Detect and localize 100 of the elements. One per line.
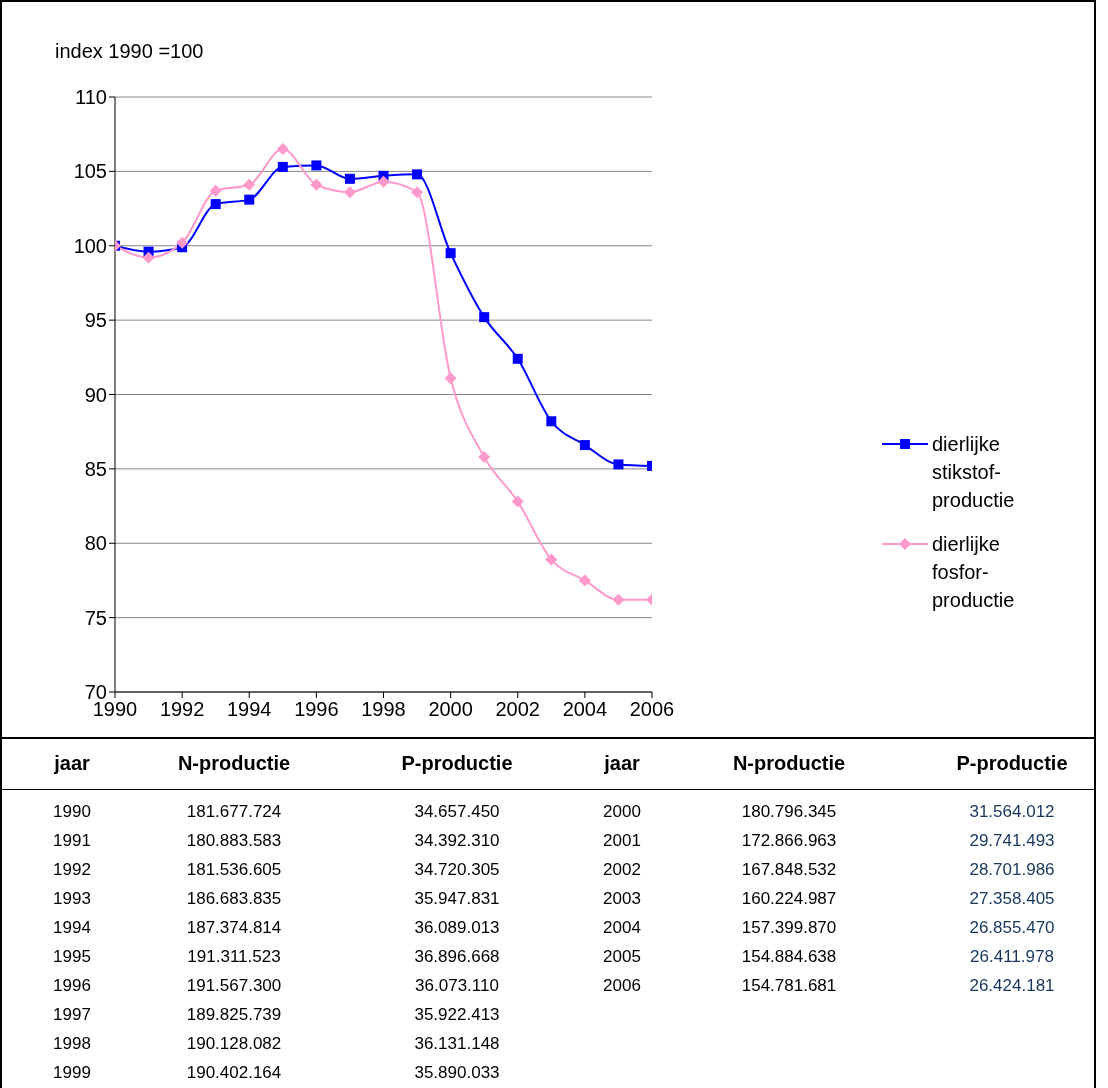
point	[545, 553, 558, 566]
y-axis-title: index 1990 =100	[55, 40, 204, 63]
text: 28.701.986	[969, 860, 1055, 880]
text: N-productie	[177, 752, 291, 775]
text: 191.311.523	[187, 947, 281, 967]
text: 181.536.605	[186, 860, 282, 880]
y-tick-label: 95	[84, 309, 107, 332]
text: 167.848.532	[741, 860, 837, 880]
text: P-productie	[401, 752, 513, 775]
text: 2005	[603, 947, 641, 967]
text: 154.884.638	[741, 947, 837, 967]
point	[311, 160, 322, 171]
text: 1996	[53, 976, 91, 996]
point	[546, 416, 557, 427]
point	[612, 593, 625, 606]
point	[344, 173, 355, 184]
text: 36.896.668	[414, 947, 500, 967]
point	[578, 574, 591, 587]
text: 34.392.310	[414, 831, 500, 851]
text: 36.089.013	[414, 918, 500, 938]
text: 2004	[603, 918, 641, 938]
x-tick-label: 2006	[629, 698, 675, 721]
text: 186.683.835	[186, 889, 282, 909]
text: 27.358.405	[969, 889, 1055, 909]
text: 34.720.305	[414, 860, 500, 880]
text: 2000	[603, 802, 641, 822]
text: 189.825.739	[186, 1005, 282, 1025]
text: 26.411.978	[970, 947, 1054, 967]
x-tick-label: 1994	[227, 698, 272, 721]
text: 1993	[53, 889, 91, 909]
text: 181.677.724	[186, 802, 282, 822]
x-tick-label: 1992	[159, 698, 205, 721]
text: 1997	[53, 1005, 91, 1025]
x-tick-label: 1998	[361, 698, 406, 721]
point	[478, 450, 491, 463]
text: 1999	[53, 1063, 91, 1083]
y-tick-label: 90	[84, 383, 107, 406]
text: 1998	[53, 1034, 91, 1054]
text: P-productie	[956, 752, 1068, 775]
text: 34.657.450	[414, 802, 500, 822]
y-tick-label: 105	[73, 160, 107, 183]
text: 187.374.814	[186, 918, 282, 938]
x-tick-label: 2002	[495, 698, 540, 721]
text: 191.567.300	[186, 976, 282, 996]
text: N-productie	[732, 752, 846, 775]
text: jaar	[604, 752, 640, 775]
point	[142, 251, 155, 264]
x-tick-label: 2000	[428, 698, 473, 721]
point	[244, 194, 255, 205]
text: 1990	[53, 802, 91, 822]
y-tick-label: 100	[73, 234, 107, 257]
text: 2002	[603, 860, 641, 880]
x-tick-label: 2004	[562, 698, 608, 721]
text: 172.866.963	[741, 831, 837, 851]
text: 1991	[53, 831, 91, 851]
text: 26.855.470	[969, 918, 1055, 938]
point	[277, 161, 288, 172]
text: 31.564.012	[969, 802, 1055, 822]
point	[444, 372, 457, 385]
point	[411, 186, 424, 199]
point	[412, 169, 423, 180]
text: 2001	[603, 831, 641, 851]
text: 36.131.148	[414, 1034, 500, 1054]
text: 1995	[53, 947, 91, 967]
text: jaar	[54, 752, 90, 775]
x-tick-label: 1990	[92, 698, 138, 721]
text: 35.890.033	[414, 1063, 500, 1083]
point	[579, 440, 590, 451]
point	[512, 353, 523, 364]
point	[176, 236, 189, 249]
point	[377, 175, 390, 188]
text: 157.399.870	[741, 918, 837, 938]
point	[511, 495, 524, 508]
point	[445, 248, 456, 259]
text: 1992	[53, 860, 91, 880]
point	[276, 143, 289, 156]
point	[613, 459, 624, 470]
text: 35.947.831	[414, 889, 500, 909]
y-tick-label: 80	[84, 532, 107, 555]
point	[310, 178, 323, 191]
text: 2006	[603, 976, 641, 996]
text: 29.741.493	[969, 831, 1055, 851]
y-tick-label: 110	[75, 86, 107, 109]
text: 160.224.987	[741, 889, 837, 909]
text: 154.781.681	[741, 976, 837, 996]
x-tick-label: 1996	[294, 698, 339, 721]
text: 35.922.413	[414, 1005, 500, 1025]
text: 180.883.583	[186, 831, 282, 851]
point	[210, 199, 221, 210]
text: 190.402.164	[186, 1063, 282, 1083]
text: 1994	[53, 918, 91, 938]
y-tick-label: 75	[84, 606, 107, 629]
point	[209, 184, 222, 197]
text: 190.128.082	[186, 1034, 282, 1054]
legend-label: dierlijke fosfor-productie	[932, 532, 1016, 613]
text: 180.796.345	[741, 802, 837, 822]
text: 2003	[603, 889, 641, 909]
text: 36.073.110	[415, 976, 499, 996]
y-tick-label: 85	[84, 457, 107, 480]
point	[243, 178, 256, 191]
